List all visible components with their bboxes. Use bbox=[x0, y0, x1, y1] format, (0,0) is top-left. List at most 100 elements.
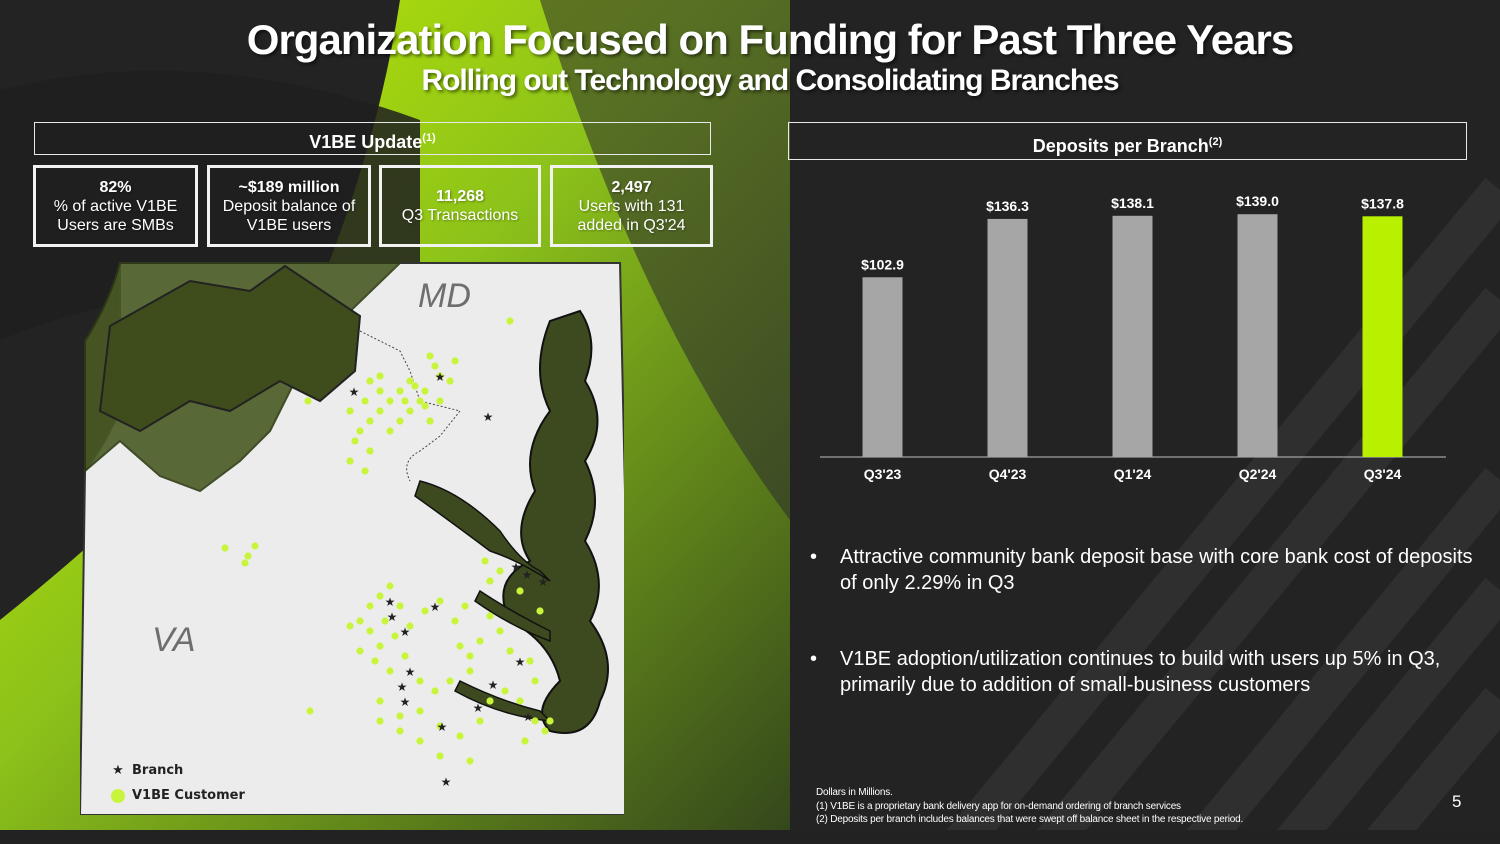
customer-dot bbox=[421, 402, 429, 410]
branch-star-icon: ★ bbox=[522, 568, 533, 582]
v1be-update-label: V1BE Update bbox=[309, 132, 423, 152]
footnote-line: (1) V1BE is a proprietary bank delivery … bbox=[816, 800, 1181, 812]
legend-customer-label: V1BE Customer bbox=[132, 788, 245, 803]
x-tick-label: Q3'23 bbox=[864, 466, 902, 482]
rappahannock-river bbox=[474, 589, 551, 643]
customer-dot bbox=[416, 677, 424, 685]
bar-Q3'24 bbox=[1362, 216, 1403, 457]
customer-dot bbox=[506, 317, 514, 325]
legend-customer: V1BE Customer bbox=[104, 783, 245, 808]
customer-dot bbox=[436, 722, 444, 730]
customer-dot bbox=[486, 577, 494, 585]
map-graphic: ★★★★ ★★★★★★★★ ★★★★★★★ bbox=[80, 262, 624, 815]
page-subtitle: Rolling out Technology and Consolidating… bbox=[421, 64, 1119, 97]
stat-line: % of active V1BE bbox=[53, 197, 178, 215]
customer-dot bbox=[396, 602, 404, 610]
customer-dot bbox=[401, 397, 409, 405]
customer-dot bbox=[391, 632, 399, 640]
branch-star-icon: ★ bbox=[441, 775, 452, 789]
legend-branch-label: Branch bbox=[132, 763, 184, 778]
data-label: $139.0 bbox=[1236, 193, 1279, 209]
branch-star-icon: ★ bbox=[483, 410, 494, 424]
stat-value: 11,268 bbox=[435, 188, 485, 205]
stat-line: Q3 Transactions bbox=[401, 207, 519, 224]
x-tick-label: Q1'24 bbox=[1114, 466, 1152, 482]
footnote-line: Dollars in Millions. bbox=[816, 787, 893, 798]
customer-dot bbox=[461, 602, 469, 610]
customer-dot bbox=[466, 667, 474, 675]
customer-dot bbox=[376, 642, 384, 650]
customer-dot bbox=[546, 717, 554, 725]
bullet-item: • Attractive community bank deposit base… bbox=[808, 544, 1478, 596]
customer-dots bbox=[221, 317, 554, 765]
customer-dot bbox=[304, 397, 312, 405]
potomac-river bbox=[414, 480, 551, 582]
customer-dot bbox=[241, 559, 249, 567]
bar-Q1'24 bbox=[1112, 215, 1153, 457]
deposits-header: Deposits per Branch(2) bbox=[788, 122, 1467, 160]
customer-dot bbox=[366, 602, 374, 610]
stat-transactions: 11,268 Q3 Transactions bbox=[379, 165, 541, 247]
customer-dot bbox=[396, 727, 404, 735]
branch-star-icon: ★ bbox=[430, 600, 441, 614]
customer-dot bbox=[541, 727, 549, 735]
page-number: 5 bbox=[1452, 792, 1462, 811]
bullet-item: • V1BE adoption/utilization continues to… bbox=[808, 646, 1478, 698]
stat-value: 2,497 bbox=[611, 178, 652, 196]
bar-Q2'24 bbox=[1237, 214, 1278, 457]
customer-dot bbox=[516, 697, 524, 705]
legend-branch: ★ Branch bbox=[104, 758, 245, 783]
customer-dot bbox=[456, 642, 464, 650]
customer-dot bbox=[416, 707, 424, 715]
customer-dot bbox=[531, 677, 539, 685]
data-label: $138.1 bbox=[1111, 195, 1154, 211]
data-label: $136.3 bbox=[986, 198, 1029, 214]
branch-star-icon: ★ bbox=[437, 720, 448, 734]
customer-dot bbox=[386, 582, 394, 590]
stat-line: Users are SMBs bbox=[57, 216, 174, 234]
customer-dot bbox=[506, 647, 514, 655]
customer-dot bbox=[371, 657, 379, 665]
stat-line: Users with 131 bbox=[578, 197, 685, 215]
customer-dot bbox=[536, 607, 544, 615]
customer-dot bbox=[411, 382, 419, 390]
customer-dot bbox=[416, 737, 424, 745]
customer-dot bbox=[251, 542, 259, 550]
customer-dot bbox=[466, 652, 474, 660]
customer-dot bbox=[401, 652, 409, 660]
customer-dot bbox=[366, 377, 374, 385]
customer-dot bbox=[476, 717, 484, 725]
customer-dot bbox=[356, 617, 364, 625]
customer-dot bbox=[426, 352, 434, 360]
customer-dot bbox=[446, 677, 454, 685]
stat-value: 82% bbox=[99, 178, 132, 196]
customer-dot bbox=[406, 622, 414, 630]
x-tick-label: Q3'24 bbox=[1364, 466, 1402, 482]
branch-star-icon: ★ bbox=[523, 710, 534, 724]
customer-dot bbox=[396, 417, 404, 425]
branch-star-icon: ★ bbox=[538, 575, 549, 589]
page-title: Organization Focused on Funding for Past… bbox=[246, 16, 1294, 63]
stat-line: V1BE users bbox=[246, 216, 332, 234]
bullet-text: Attractive community bank deposit base w… bbox=[840, 546, 1473, 594]
stat-value: ~$189 million bbox=[238, 178, 340, 196]
bullet-text: V1BE adoption/utilization continues to b… bbox=[840, 648, 1441, 696]
customer-dot bbox=[421, 387, 429, 395]
branch-star-icon: ★ bbox=[385, 595, 396, 609]
stat-line: added in Q3'24 bbox=[577, 216, 686, 234]
star-icon: ★ bbox=[112, 763, 124, 778]
state-border bbox=[359, 330, 461, 482]
customer-dot bbox=[376, 697, 384, 705]
customer-dot bbox=[466, 757, 474, 765]
customer-dot bbox=[346, 622, 354, 630]
customer-dot bbox=[486, 697, 494, 705]
stat-deposit-balance: ~$189 million Deposit balance of V1BE us… bbox=[207, 165, 371, 247]
data-label: $137.8 bbox=[1361, 195, 1404, 211]
customer-dot bbox=[346, 457, 354, 465]
customer-dot bbox=[436, 597, 444, 605]
branch-stars: ★★★★ ★★★★★★★★ ★★★★★★★ bbox=[349, 370, 549, 789]
customer-dot bbox=[356, 427, 364, 435]
v1be-update-header: V1BE Update(1) bbox=[34, 122, 711, 155]
branch-star-icon: ★ bbox=[511, 560, 522, 574]
customer-dot bbox=[516, 587, 524, 595]
